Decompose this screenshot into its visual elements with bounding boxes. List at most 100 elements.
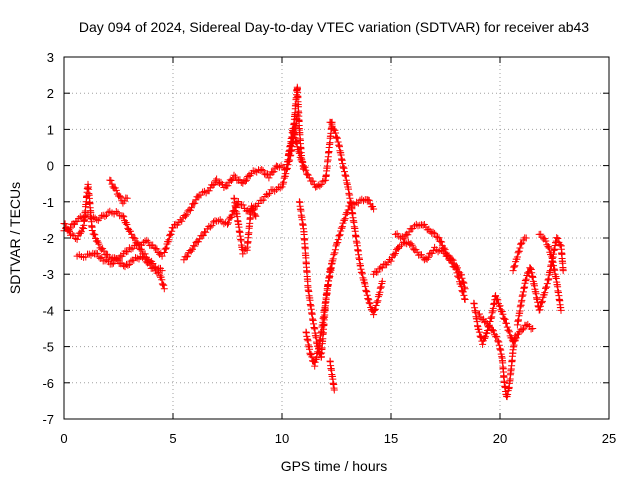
data-point [387,257,395,265]
data-point [308,353,316,361]
data-point [76,229,84,237]
y-tick-label: -1 [42,195,54,210]
data-point [162,245,170,253]
data-point [442,250,450,258]
data-point [158,276,166,284]
data-point [497,306,505,314]
data-point [206,223,214,231]
data-point [505,328,513,336]
data-point [277,162,285,170]
data-point [541,289,549,297]
data-point [400,235,408,243]
data-point [518,239,526,247]
series-track-j [302,259,336,370]
data-point [205,187,213,195]
data-point [202,228,210,236]
data-point [172,220,180,228]
data-point [333,134,341,142]
data-point [440,244,448,252]
data-point [276,184,284,192]
series-track-n [391,220,469,303]
data-point [150,264,158,272]
data-point [327,119,335,126]
data-point [250,206,258,214]
data-point [266,190,273,197]
data-point [556,241,564,249]
data-point [504,391,512,398]
data-point [191,242,199,250]
data-point [479,340,487,348]
data-point [251,211,259,219]
data-point [423,226,431,234]
data-point [500,314,508,322]
data-point [441,246,449,254]
data-point [461,296,469,303]
data-point [133,254,141,262]
data-point [166,232,174,240]
data-point [199,188,207,196]
data-point [375,265,383,273]
data-point [334,239,342,247]
data-point [559,267,567,275]
x-tick-label: 15 [384,431,398,446]
data-point [418,251,425,259]
data-point [336,231,343,239]
data-point [510,263,518,271]
data-point [328,259,336,267]
data-point [88,227,96,234]
data-point [460,291,468,299]
data-point [329,125,337,133]
data-point [124,261,132,269]
data-point [73,235,81,243]
data-point [274,163,282,171]
data-point [68,230,76,238]
data-point [243,176,250,184]
data-point [259,167,267,175]
series-track-h [285,83,308,173]
data-point [538,299,546,307]
data-point [391,250,399,257]
data-point [522,234,530,242]
data-point [493,332,501,340]
data-point [483,329,491,337]
series-track-k [326,357,338,394]
data-point [119,212,127,220]
data-point [228,211,236,219]
data-point [370,205,378,213]
data-point [182,212,189,220]
y-tick-label: -5 [42,340,54,355]
data-point [543,280,551,288]
data-point [341,215,349,223]
data-point [140,253,148,261]
y-axis-label: SDTVAR / TECUs [7,182,23,294]
data-point [270,168,278,176]
data-point [249,204,257,212]
series-track-s [535,230,565,314]
data-point [155,268,162,276]
data-point [116,192,124,200]
series-track-p [474,310,519,401]
data-point [224,220,231,228]
data-point [529,325,537,332]
data-point [286,156,294,164]
data-point [316,182,324,190]
data-point [280,178,288,186]
data-point [545,244,553,252]
y-tick-label: 0 [47,159,54,174]
data-point [239,201,247,209]
data-point [396,243,404,251]
data-point [451,263,459,271]
data-point [526,264,534,272]
data-point [218,180,226,188]
data-point [499,310,507,318]
data-point [103,211,110,219]
data-point [365,196,373,204]
data-point [200,187,208,195]
data-point [457,282,465,290]
data-point [548,253,556,261]
data-point [458,287,466,295]
data-point [265,174,273,182]
data-point [543,283,551,291]
data-point [395,244,403,252]
data-point [144,238,152,246]
